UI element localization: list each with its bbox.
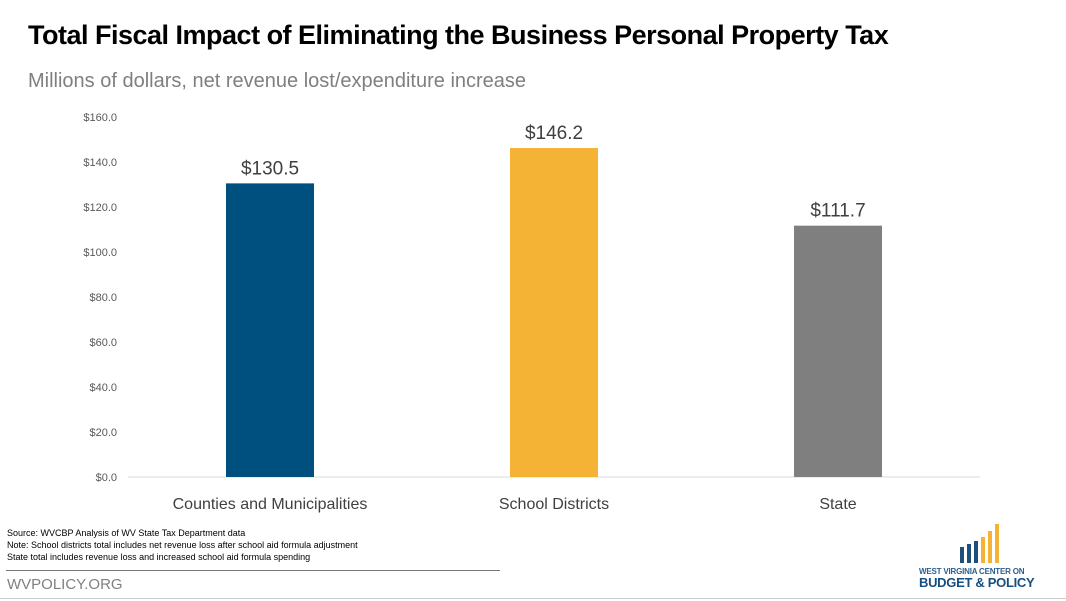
bar — [794, 225, 882, 477]
state-note: State total includes revenue loss and in… — [7, 552, 311, 562]
y-tick-label: $80.0 — [89, 292, 117, 304]
x-category-label: State — [819, 496, 856, 513]
logo-line-1: WEST VIRGINIA CENTER ON — [919, 567, 1025, 576]
bottom-divider — [0, 598, 1066, 599]
x-category-label: Counties and Municipalities — [173, 496, 368, 513]
school-note: Note: School districts total includes ne… — [7, 540, 358, 550]
logo-line-2: BUDGET & POLICY — [919, 575, 1035, 590]
y-tick-label: $140.0 — [83, 157, 117, 169]
data-label: $130.5 — [241, 158, 299, 179]
wvcbp-logo: WEST VIRGINIA CENTER ON BUDGET & POLICY — [905, 515, 1055, 595]
chart-subtitle: Millions of dollars, net revenue lost/ex… — [28, 70, 527, 92]
y-tick-label: $160.0 — [83, 112, 117, 124]
data-label: $146.2 — [525, 123, 583, 144]
y-tick-label: $120.0 — [83, 202, 117, 214]
website-link[interactable]: WVPOLICY.ORG — [7, 576, 123, 593]
bar-chart: $0.0 $20.0 $40.0 $60.0 $80.0 $100.0 $120.0 $140… — [83, 112, 980, 513]
logo-bars-icon — [960, 524, 999, 563]
bar — [226, 183, 314, 477]
data-label: $111.7 — [810, 201, 865, 222]
x-category-label: School Districts — [499, 496, 609, 513]
chart-title: Total Fiscal Impact of Eliminating the B… — [28, 20, 889, 50]
source-note: Source: WVCBP Analysis of WV State Tax D… — [7, 528, 246, 538]
bar — [510, 148, 598, 478]
footnotes: Source: WVCBP Analysis of WV State Tax D… — [7, 527, 507, 563]
footer-divider — [6, 570, 500, 571]
y-tick-label: $20.0 — [89, 427, 117, 439]
y-tick-label: $60.0 — [89, 337, 117, 349]
y-tick-label: $40.0 — [89, 382, 117, 394]
y-tick-label: $0.0 — [96, 472, 117, 484]
y-tick-label: $100.0 — [83, 247, 117, 259]
